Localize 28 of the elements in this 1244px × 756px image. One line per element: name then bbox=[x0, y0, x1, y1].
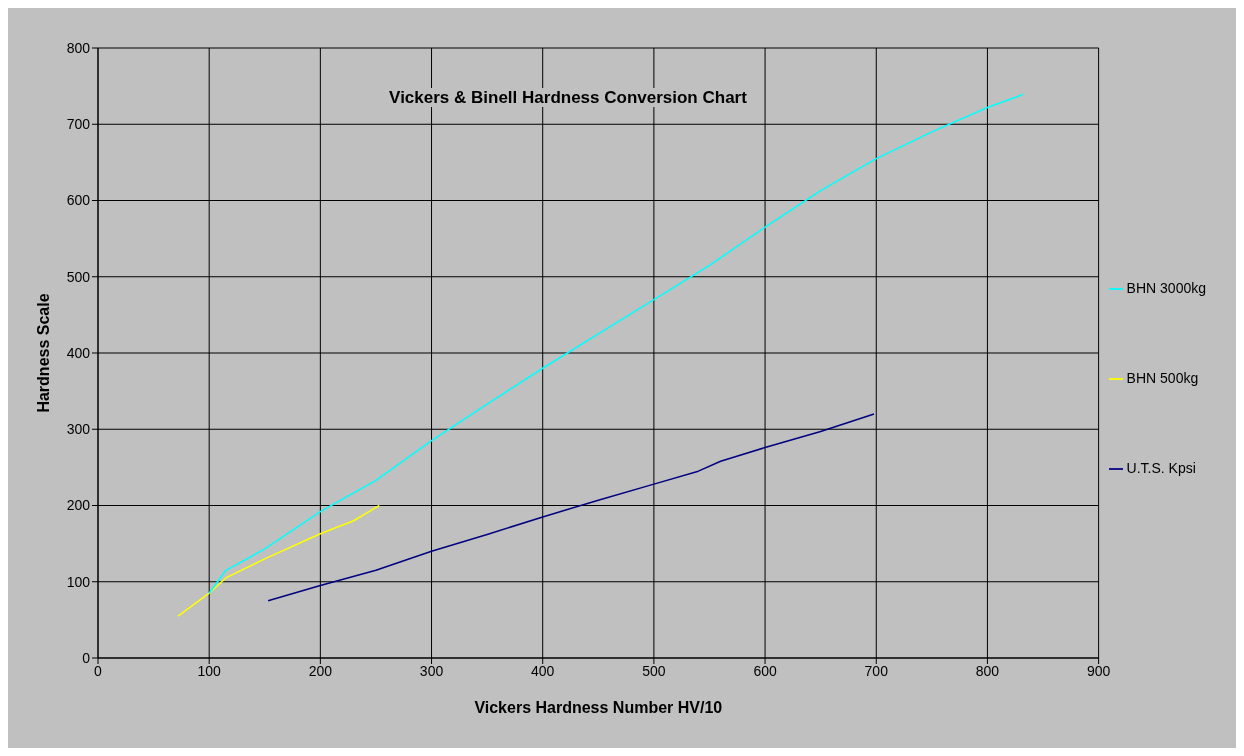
text: Vickers & Binell Hardness Conversion Chart bbox=[385, 88, 751, 107]
y-tick-label: 500 bbox=[66, 268, 91, 285]
x-tick-label: 400 bbox=[531, 662, 555, 679]
y-tick-label: 800 bbox=[66, 39, 91, 56]
x-tick-label: 100 bbox=[197, 662, 222, 679]
x-tick-label: 900 bbox=[1086, 662, 1111, 679]
y-tick-label: 300 bbox=[66, 421, 91, 438]
x-tick-label: 300 bbox=[419, 662, 444, 679]
x-tick-label: 700 bbox=[864, 662, 889, 679]
x-tick-label: 0 bbox=[94, 662, 103, 679]
y-tick-label: 0 bbox=[82, 649, 91, 666]
x-tick-label: 500 bbox=[642, 662, 666, 679]
x-axis-title: Vickers Hardness Number HV/10 bbox=[474, 699, 723, 716]
y-tick-label: 400 bbox=[66, 344, 91, 361]
y-tick-label: 700 bbox=[66, 116, 91, 133]
x-tick-label: 800 bbox=[975, 662, 1000, 679]
line-series bbox=[177, 504, 381, 617]
y-tick-label: 200 bbox=[66, 497, 91, 514]
y-tick-label: 600 bbox=[66, 192, 91, 209]
legend-label: U.T.S. Kpsi bbox=[1126, 460, 1196, 476]
legend-label: BHN 3000kg bbox=[1126, 280, 1206, 296]
line-series bbox=[267, 413, 875, 602]
legend-label: BHN 500kg bbox=[1126, 370, 1199, 386]
y-tick-label: 100 bbox=[66, 573, 91, 590]
x-tick-label: 600 bbox=[753, 662, 777, 679]
y-axis-title: Hardness Scale bbox=[34, 293, 52, 413]
line-series bbox=[208, 93, 1024, 594]
x-tick-label: 200 bbox=[308, 662, 333, 679]
